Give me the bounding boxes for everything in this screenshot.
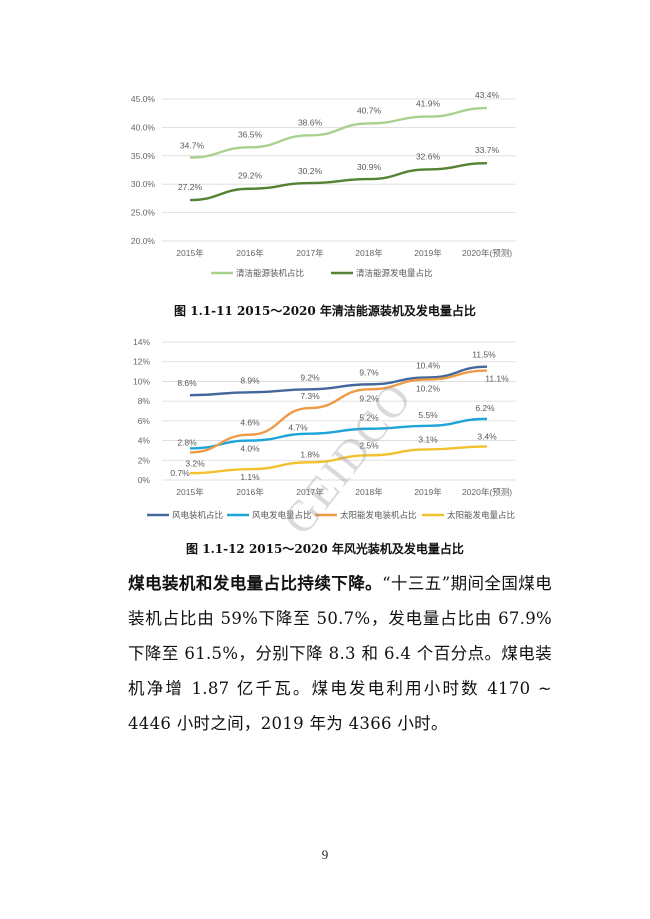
paragraph-lead: 煤电装机和发电量占比持续下降。 xyxy=(128,574,383,593)
data-label: 2.5% xyxy=(359,440,379,450)
page-number: 9 xyxy=(321,847,329,862)
x-tick-label: 2016年 xyxy=(236,248,264,258)
y-tick-label: 14% xyxy=(133,337,150,347)
data-label: 27.2% xyxy=(178,182,203,192)
figure-1-caption: 图 1.1-11 2015～2020 年清洁能源装机及发电量占比 xyxy=(174,304,476,318)
data-label: 1.1% xyxy=(240,472,260,482)
data-label: 8.9% xyxy=(240,375,260,385)
data-label: 6.2% xyxy=(475,403,495,413)
y-tick-label: 25.0% xyxy=(131,208,156,218)
data-label: 36.5% xyxy=(238,129,263,139)
x-tick-label: 2015年 xyxy=(176,248,204,258)
x-tick-label: 2017年 xyxy=(296,248,324,258)
data-label: 1.8% xyxy=(300,449,320,459)
data-label: 4.6% xyxy=(240,418,260,428)
y-tick-label: 45.0% xyxy=(131,94,156,104)
y-tick-label: 30.0% xyxy=(131,179,156,189)
data-label: 11.5% xyxy=(472,350,496,360)
series-line xyxy=(189,417,488,450)
data-label: 9.2% xyxy=(359,393,379,403)
data-label: 2.8% xyxy=(177,437,197,447)
legend-label: 太阳能发电装机占比 xyxy=(340,510,417,521)
data-label: 3.1% xyxy=(418,434,438,444)
data-label: 43.4% xyxy=(475,90,500,100)
series-line xyxy=(189,161,488,202)
x-tick-label: 2018年 xyxy=(355,487,383,497)
data-label: 4.7% xyxy=(288,423,308,433)
series-line xyxy=(189,365,488,397)
figure-2-caption: 图 1.1-12 2015～2020 年风光装机及发电量占比 xyxy=(186,542,464,556)
figure-1-plot: 20.0% 25.0% 30.0% 35.0% 40.0% 45.0% 2015年 2016年… xyxy=(131,90,516,279)
data-label: 5.2% xyxy=(359,413,379,423)
x-tick-label: 2020年(预测) xyxy=(462,487,512,497)
y-tick-label: 4% xyxy=(138,436,151,446)
paragraph-text: “十三五”期间全国煤电装机占比由 59%下降至 50.7%，发电量占比由 67.… xyxy=(128,574,553,733)
data-label: 4.0% xyxy=(240,444,260,454)
data-label: 32.6% xyxy=(416,151,441,161)
data-label: 3.2% xyxy=(185,458,205,468)
data-label: 41.9% xyxy=(416,99,441,109)
y-tick-label: 35.0% xyxy=(131,151,156,161)
series-line xyxy=(189,106,488,159)
data-label: 38.6% xyxy=(298,117,323,127)
data-label: 33.7% xyxy=(475,145,500,155)
x-tick-label: 2016年 xyxy=(236,487,264,497)
figure-2-chart: 0% 2% 4% 6% 8% 10% 12% 14% 2015年 2016年 2017年 2018年 2… xyxy=(133,337,516,521)
data-label: 0.7% xyxy=(170,468,190,478)
figure-2-plot: 0% 2% 4% 6% 8% 10% 12% 14% 2015年 2016年 2017年 2018年 2… xyxy=(133,337,516,521)
data-label: 9.7% xyxy=(359,367,379,377)
y-tick-label: 10% xyxy=(133,376,150,386)
y-tick-label: 2% xyxy=(138,455,151,465)
data-label: 9.2% xyxy=(300,372,320,382)
y-tick-label: 40.0% xyxy=(131,122,156,132)
legend-label: 风电发电量占比 xyxy=(252,510,312,521)
data-label: 40.7% xyxy=(357,105,382,115)
data-label: 10.4% xyxy=(416,360,441,370)
series-line xyxy=(189,369,488,454)
legend-label: 清洁能源装机占比 xyxy=(236,268,304,279)
x-tick-label: 2015年 xyxy=(176,487,204,497)
data-label: 34.7% xyxy=(180,141,205,151)
y-tick-label: 8% xyxy=(138,396,151,406)
data-label: 30.2% xyxy=(298,166,323,176)
y-tick-label: 6% xyxy=(138,416,151,426)
data-label: 7.3% xyxy=(300,391,320,401)
x-tick-label: 2019年 xyxy=(414,487,442,497)
body-paragraph: 煤电装机和发电量占比持续下降。“十三五”期间全国煤电装机占比由 59%下降至 5… xyxy=(128,566,552,741)
data-label: 11.1% xyxy=(485,374,509,384)
y-tick-label: 12% xyxy=(133,357,150,367)
y-tick-label: 20.0% xyxy=(131,236,156,246)
x-tick-label: 2020年(预测) xyxy=(462,248,512,258)
x-tick-label: 2017年 xyxy=(296,487,324,497)
data-label: 5.5% xyxy=(418,410,438,420)
data-label: 29.2% xyxy=(238,171,263,181)
y-tick-label: 0% xyxy=(138,475,151,485)
data-label: 8.6% xyxy=(177,378,197,388)
figure-1-chart: 20.0% 25.0% 30.0% 35.0% 40.0% 45.0% 2015年 2016年… xyxy=(0,0,650,300)
data-label: 10.2% xyxy=(416,383,441,393)
legend-label: 太阳能发电量占比 xyxy=(447,510,515,521)
series-line xyxy=(189,445,488,475)
x-tick-label: 2019年 xyxy=(414,248,442,258)
data-label: 30.9% xyxy=(357,162,382,172)
legend-label: 风电装机占比 xyxy=(172,510,223,521)
x-tick-label: 2018年 xyxy=(355,248,383,258)
legend-label: 清洁能源发电量占比 xyxy=(356,268,433,279)
data-label: 3.4% xyxy=(477,431,497,441)
